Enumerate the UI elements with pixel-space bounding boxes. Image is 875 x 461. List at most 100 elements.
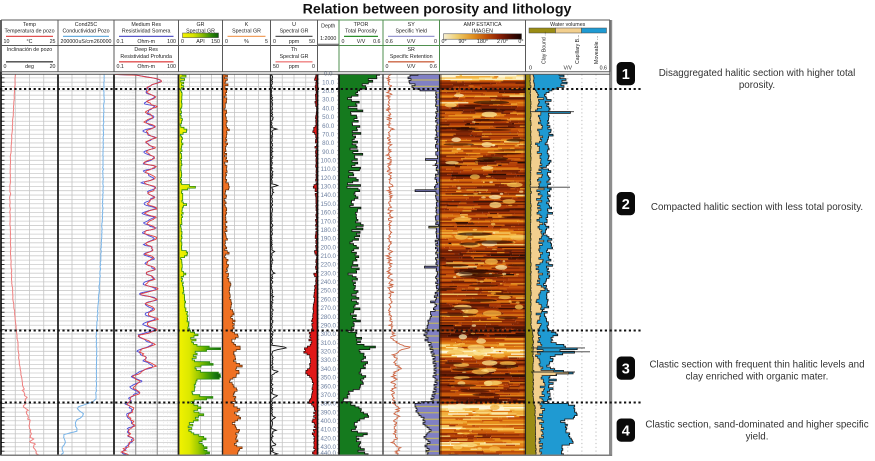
- svg-text:160.0: 160.0: [320, 210, 336, 217]
- svg-text:200000: 200000: [61, 39, 79, 45]
- svg-text:deg: deg: [25, 64, 34, 70]
- svg-text:uS/cm: uS/cm: [78, 39, 94, 45]
- svg-text:0: 0: [529, 66, 532, 72]
- svg-text:0°: 0°: [442, 39, 447, 45]
- svg-text:Clastic section, sand-dominate: Clastic section, sand-dominated and high…: [645, 420, 868, 431]
- svg-text:Resistividad Somera: Resistividad Somera: [122, 29, 171, 35]
- svg-text:110.0: 110.0: [321, 166, 337, 173]
- svg-text:0: 0: [4, 64, 7, 70]
- svg-text:200.0: 200.0: [320, 244, 336, 251]
- svg-text:Ohm-m: Ohm-m: [137, 64, 155, 70]
- svg-text:clay enriched with organic mat: clay enriched with organic mater.: [686, 372, 829, 383]
- svg-text:270°: 270°: [497, 39, 508, 45]
- svg-text:Ohm-m: Ohm-m: [137, 39, 155, 45]
- svg-text:AMP ESTATICA: AMP ESTATICA: [464, 22, 502, 28]
- svg-text:Specific Retention: Specific Retention: [390, 54, 433, 60]
- svg-text:260.0: 260.0: [320, 296, 336, 303]
- svg-text:400.0: 400.0: [320, 418, 336, 425]
- svg-text:20: 20: [50, 64, 56, 70]
- svg-text:310.0: 310.0: [320, 340, 336, 347]
- svg-text:130.0: 130.0: [320, 184, 336, 191]
- svg-text:180.0: 180.0: [320, 227, 336, 234]
- svg-text:150.0: 150.0: [320, 201, 336, 208]
- svg-text:U: U: [292, 22, 296, 28]
- svg-text:Resistividad Profunda: Resistividad Profunda: [120, 54, 172, 60]
- svg-text:4: 4: [622, 424, 630, 440]
- svg-text:100: 100: [167, 39, 176, 45]
- svg-text:Temperatura de pozo: Temperatura de pozo: [4, 29, 54, 35]
- svg-text:140.0: 140.0: [320, 192, 336, 199]
- svg-text:390.0: 390.0: [320, 409, 336, 416]
- svg-text:0: 0: [181, 39, 184, 45]
- svg-text:API: API: [196, 39, 205, 45]
- svg-text:60.0: 60.0: [322, 123, 335, 130]
- svg-text:Clay Bound ...: Clay Bound ...: [542, 31, 548, 64]
- svg-text:340.0: 340.0: [320, 366, 336, 373]
- svg-text:30.0: 30.0: [322, 97, 335, 104]
- svg-text:260000: 260000: [94, 39, 112, 45]
- svg-text:V/V: V/V: [357, 39, 366, 45]
- svg-text:Inclinación de pozo: Inclinación de pozo: [7, 47, 52, 53]
- svg-text:Conductividad Pozo: Conductividad Pozo: [62, 29, 109, 35]
- svg-text:Deep Res: Deep Res: [134, 47, 158, 53]
- svg-text:TPOR: TPOR: [354, 22, 369, 28]
- svg-text:GR: GR: [197, 22, 205, 28]
- svg-text:10.0: 10.0: [322, 79, 335, 86]
- svg-text:10: 10: [4, 39, 10, 45]
- svg-text:V/V: V/V: [407, 64, 416, 70]
- svg-text:Total Porosity: Total Porosity: [345, 29, 377, 35]
- svg-text:80.0: 80.0: [322, 140, 335, 147]
- svg-text:350.0: 350.0: [320, 375, 336, 382]
- svg-text:25: 25: [50, 39, 56, 45]
- svg-text:0.1: 0.1: [117, 64, 124, 70]
- svg-text:240.0: 240.0: [320, 279, 336, 286]
- svg-text:Water volumes: Water volumes: [550, 22, 585, 28]
- svg-text:V/V: V/V: [563, 66, 572, 72]
- svg-text:370.0: 370.0: [320, 392, 336, 399]
- svg-text:Temp: Temp: [23, 22, 36, 28]
- svg-text:320.0: 320.0: [320, 349, 336, 356]
- svg-text:Clastic section with frequent: Clastic section with frequent thin halit…: [649, 360, 864, 371]
- svg-text:Relation between porosity and: Relation between porosity and lithology: [303, 2, 572, 18]
- svg-text:190.0: 190.0: [320, 236, 336, 243]
- svg-text:Compacted halitic section with: Compacted halitic section with less tota…: [651, 202, 863, 213]
- svg-text:Spectral GR: Spectral GR: [232, 29, 261, 35]
- svg-text:280.0: 280.0: [320, 314, 336, 321]
- svg-text:0: 0: [386, 64, 389, 70]
- svg-text:0.6: 0.6: [373, 39, 380, 45]
- svg-text:1: 1: [622, 67, 630, 83]
- svg-text:0: 0: [342, 39, 345, 45]
- svg-text:yield.: yield.: [746, 432, 769, 443]
- svg-text:%: %: [244, 39, 249, 45]
- svg-text:Cond25C: Cond25C: [75, 22, 98, 28]
- svg-text:0.6: 0.6: [430, 64, 437, 70]
- svg-text:0: 0: [434, 39, 437, 45]
- svg-text:50: 50: [309, 39, 315, 45]
- svg-text:5: 5: [265, 39, 268, 45]
- svg-text:210.0: 210.0: [320, 253, 336, 260]
- svg-text:270.0: 270.0: [320, 305, 336, 312]
- svg-text:180°: 180°: [477, 39, 488, 45]
- svg-text:420.0: 420.0: [320, 435, 336, 442]
- svg-text:220.0: 220.0: [320, 262, 336, 269]
- svg-text:0: 0: [312, 64, 315, 70]
- svg-text:300.0: 300.0: [320, 331, 336, 338]
- svg-text:100: 100: [167, 64, 176, 70]
- svg-text:50.0: 50.0: [322, 114, 335, 121]
- svg-text:120.0: 120.0: [320, 175, 336, 182]
- svg-text:SY: SY: [408, 22, 416, 28]
- svg-text:0.6: 0.6: [386, 39, 393, 45]
- svg-text:290.0: 290.0: [320, 323, 336, 330]
- svg-text:K: K: [245, 22, 249, 28]
- svg-text:V/V: V/V: [407, 39, 416, 45]
- svg-text:Disaggregated halitic section: Disaggregated halitic section with highe…: [659, 68, 856, 79]
- svg-text:230.0: 230.0: [320, 270, 336, 277]
- svg-text:3: 3: [622, 362, 630, 378]
- svg-text:ppm: ppm: [289, 64, 300, 70]
- svg-text:ppm: ppm: [289, 39, 300, 45]
- svg-text:410.0: 410.0: [320, 427, 336, 434]
- svg-text:Moveable ...: Moveable ...: [594, 36, 600, 64]
- svg-text:Capillary B...: Capillary B...: [575, 35, 581, 64]
- svg-text:70.0: 70.0: [322, 132, 335, 139]
- svg-text:0°: 0°: [518, 39, 523, 45]
